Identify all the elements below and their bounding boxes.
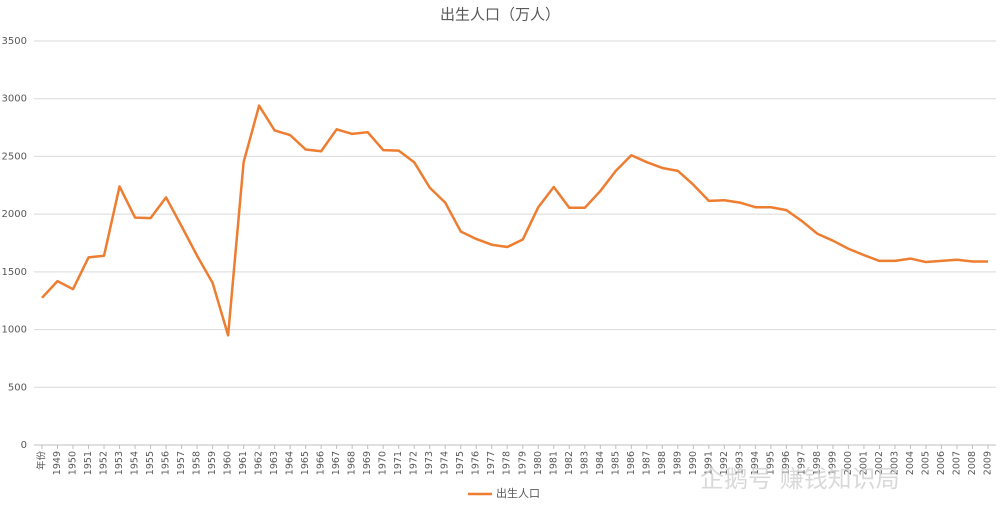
x-tick-label: 1981 [548,451,559,475]
x-tick-label: 1997 [796,451,807,475]
x-tick-label: 1988 [657,451,668,475]
x-tick-label: 1979 [517,451,528,475]
x-tick-label: 1984 [595,451,606,475]
y-tick-label: 1000 [2,325,27,336]
x-tick-label: 2001 [858,451,869,475]
x-tick-label: 1982 [564,451,575,475]
x-tick-label: 1953 [114,451,125,475]
y-tick-label: 1500 [2,267,27,278]
x-tick-label: 1987 [641,451,652,475]
x-tick-label: 1950 [68,451,79,475]
x-tick-label: 1999 [827,451,838,475]
x-tick-label: 1964 [285,451,296,475]
x-tick-label: 1951 [83,451,94,475]
x-tick-label: 1954 [130,451,141,475]
y-tick-label: 3000 [2,94,27,105]
x-tick-label: 1967 [331,451,342,475]
x-tick-label: 1969 [362,451,373,475]
y-tick-label: 500 [8,382,27,393]
x-tick-label: 年份 [36,451,48,471]
x-tick-label: 1993 [734,451,745,475]
x-tick-label: 2000 [843,451,854,475]
x-tick-label: 1989 [672,451,683,475]
x-tick-label: 1970 [378,451,389,475]
x-tick-label: 1952 [99,451,110,475]
x-tick-label: 1958 [192,451,203,475]
x-tick-label: 1983 [579,451,590,475]
x-tick-label: 2009 [983,451,994,475]
legend-label: 出生人口 [496,486,540,500]
x-tick-label: 1972 [409,451,420,475]
x-tick-label: 1980 [533,451,544,475]
x-tick-label: 1995 [765,451,776,475]
x-tick-label: 1959 [207,451,218,475]
x-tick-label: 1998 [812,451,823,475]
x-tick-label: 1975 [455,451,466,475]
line-series [41,104,988,337]
x-tick-label: 1971 [393,451,404,475]
x-tick-label: 1991 [703,451,714,475]
x-tick-label: 1960 [223,451,234,475]
x-tick-label: 1978 [502,451,513,475]
x-tick-label: 1965 [300,451,311,475]
x-tick-label: 2007 [951,451,962,475]
x-tick-label: 1977 [486,451,497,475]
x-tick-label: 1994 [750,451,761,475]
x-tick-label: 2003 [889,451,900,475]
y-tick-label: 2500 [2,151,27,162]
x-tick-label: 1955 [145,451,156,475]
x-tick-label: 2002 [874,451,885,475]
x-tick-label: 1973 [424,451,435,475]
x-tick-label: 1996 [781,451,792,475]
x-tick-label: 1957 [176,451,187,475]
x-tick-label: 1974 [440,451,451,475]
x-tick-label: 1986 [626,451,637,475]
x-tick-label: 2004 [905,451,916,475]
x-tick-label: 1990 [688,451,699,475]
y-tick-label: 0 [21,440,27,451]
x-tick-label: 2008 [967,451,978,475]
y-tick-label: 3500 [2,36,27,47]
x-tick-label: 2006 [936,451,947,475]
x-tick-label: 1961 [238,451,249,475]
watermark: 企鹅号 赚钱知识局 [700,465,900,493]
x-tick-label: 1992 [719,451,730,475]
x-tick-label: 1956 [161,451,172,475]
y-tick-label: 2000 [2,209,27,220]
x-tick-label: 1976 [471,451,482,475]
chart-title: 出生人口（万人） [440,6,560,24]
x-tick-label: 2005 [920,451,931,475]
x-tick-label: 1968 [347,451,358,475]
x-tick-label: 1949 [52,451,63,475]
x-tick-label: 1966 [316,451,327,475]
x-tick-label: 1963 [269,451,280,475]
x-tick-label: 1985 [610,451,621,475]
x-tick-label: 1962 [254,451,265,475]
